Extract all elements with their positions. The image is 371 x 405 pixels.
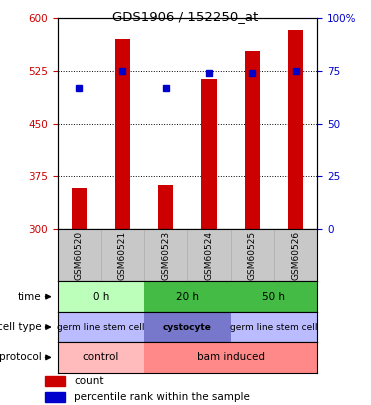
Text: GSM60526: GSM60526 [291,230,300,280]
Bar [45,392,65,402]
Bar [115,39,130,229]
Text: 20 h: 20 h [176,292,199,302]
Bar [245,51,260,229]
Text: 0 h: 0 h [93,292,109,302]
Text: germ line stem cell: germ line stem cell [230,322,318,332]
Text: GSM60521: GSM60521 [118,230,127,280]
Bar [288,30,303,229]
Text: time: time [18,292,42,302]
Bar [58,312,144,342]
Bar [45,376,65,386]
Text: GSM60524: GSM60524 [204,231,213,279]
Text: 50 h: 50 h [262,292,285,302]
Text: bam induced: bam induced [197,352,265,362]
Bar [144,281,231,312]
Text: count: count [74,376,104,386]
Bar [58,342,144,373]
Bar [201,79,217,229]
Bar [144,342,317,373]
Text: protocol: protocol [0,352,42,362]
Text: cystocyte: cystocyte [163,322,212,332]
Text: GSM60523: GSM60523 [161,230,170,280]
Text: percentile rank within the sample: percentile rank within the sample [74,392,250,402]
Bar [158,185,173,229]
Bar [231,312,317,342]
Bar [231,281,317,312]
Text: germ line stem cell: germ line stem cell [57,322,145,332]
Text: cell type: cell type [0,322,42,332]
Bar [72,188,87,229]
Bar [144,312,231,342]
Text: control: control [83,352,119,362]
Text: GSM60520: GSM60520 [75,230,83,280]
Bar [58,281,144,312]
Text: GDS1906 / 152250_at: GDS1906 / 152250_at [112,10,259,23]
Text: GSM60525: GSM60525 [248,230,257,280]
